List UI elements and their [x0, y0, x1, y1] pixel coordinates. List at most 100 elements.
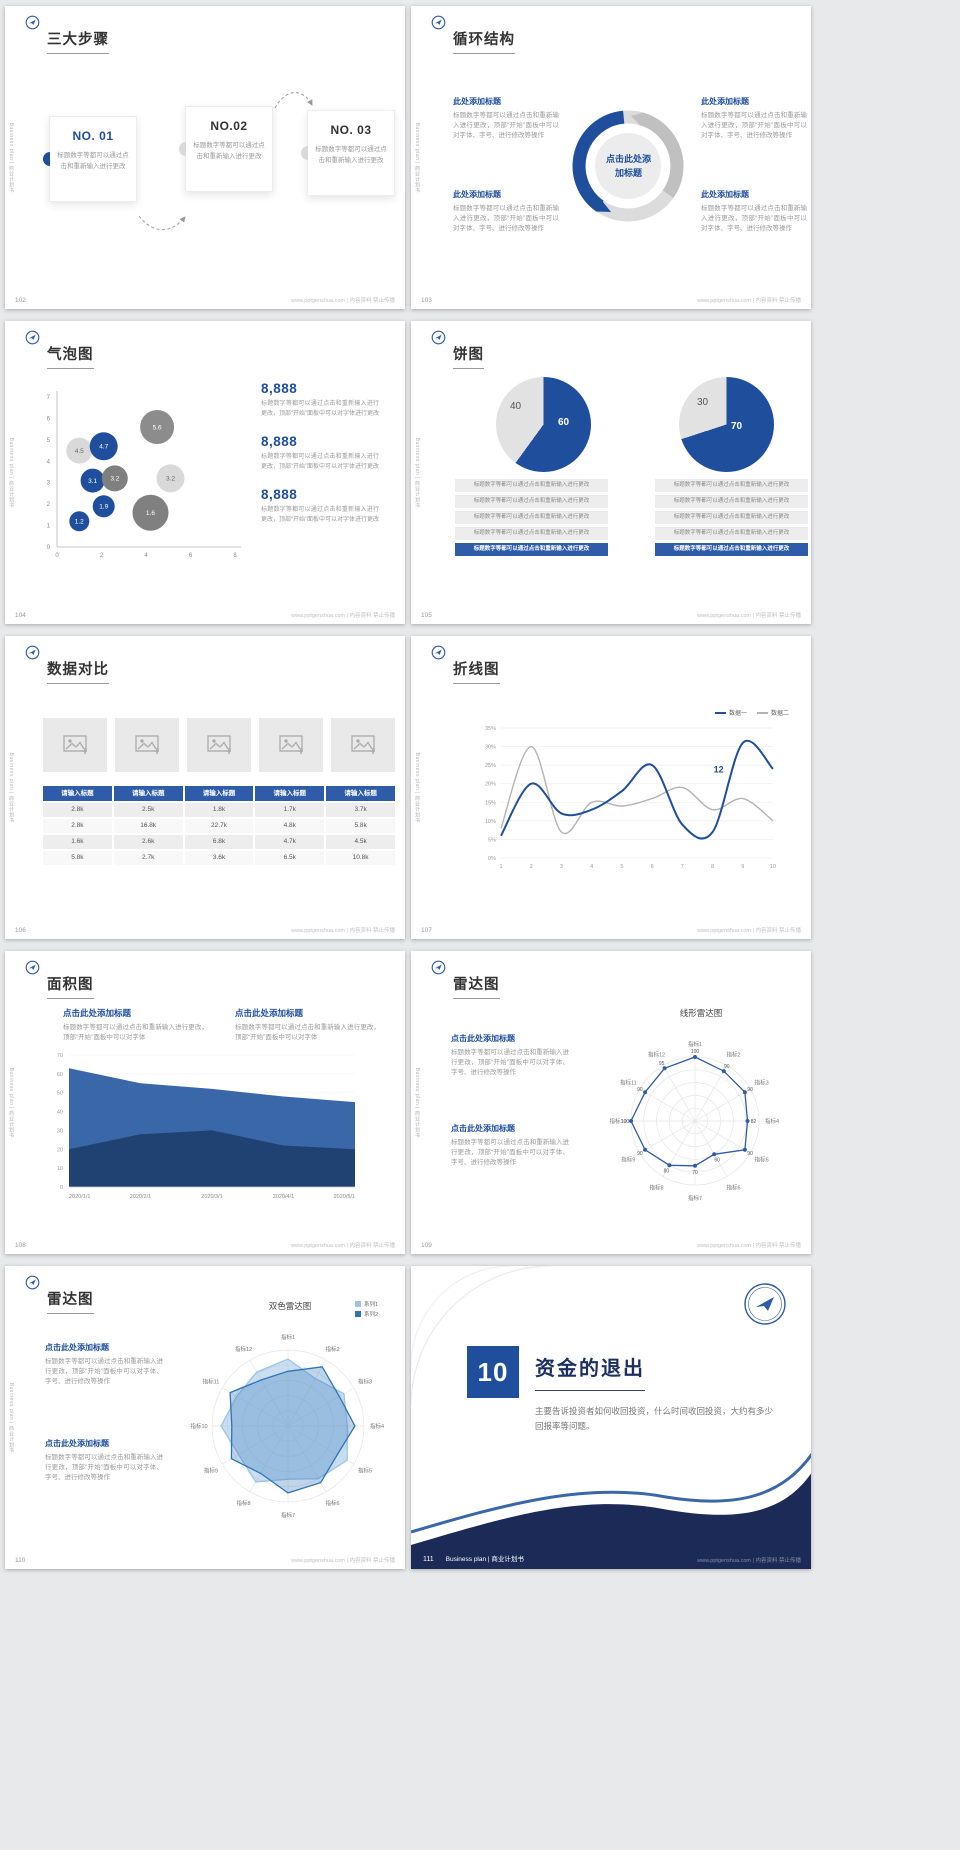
block-body: 标题数字等都可以通过点击和重新输入进行更改，顶部“开始”面板中可以对字体、字号、… [701, 205, 807, 233]
chart-text: 指标10 [190, 1422, 207, 1430]
slide-108-area-chart[interactable]: Business plan | 商业计划书 面积图 点击此处添加标题 标题数字等… [5, 951, 405, 1254]
bubble [89, 432, 118, 461]
chart-text: 90 [747, 1087, 753, 1093]
page-number: 103 [421, 297, 432, 304]
slide-title: 气泡图 [47, 343, 94, 369]
caption-row: 标题数字等都可以通过点击和重新输入进行更改 [455, 479, 608, 492]
chart-text: 9 [741, 864, 744, 870]
slide-102-three-steps[interactable]: Business plan | 商业计划书 三大步骤 NO. 01 标题数字等都… [5, 6, 405, 309]
block-heading: 点击此处添加标题 [451, 1124, 515, 1133]
chart-text: 5.6 [153, 424, 162, 431]
watermark-text: www.pptgenshua.com | 内容资料 禁止传播 [697, 928, 801, 934]
slide-103-cycle[interactable]: Business plan | 商业计划书 循环结构 此处添加标题 标题数字等都… [411, 6, 811, 309]
chart-text: 2020/3/1 [201, 1194, 222, 1200]
table-body: 2.8k 2.5k 1.8k 1.7k 3.7k 2.8k 16.8k 22.7k 4.8k 5.… [43, 803, 395, 865]
chart-text: 4.5 [75, 448, 84, 455]
table-cell: 2.7k [113, 851, 183, 865]
table-cell: 2.6k [113, 835, 183, 849]
chart-text: 25% [485, 763, 496, 769]
chart-text: 4 [47, 459, 51, 465]
radar-text-block: 点击此处添加标题 标题数字等都可以通过点击和重新输入进行更改，顶部“开始”面板中… [45, 1438, 163, 1483]
stat-value: 8,888 [261, 487, 298, 503]
table-row: 5.8k 2.7k 3.6k 6.5k 10.8k [43, 851, 395, 865]
chart-text: 4 [144, 553, 148, 559]
pie-chart-1: 60 40 [496, 377, 591, 472]
image-placeholder-icon [207, 735, 231, 754]
slide-107-line-chart[interactable]: Business plan | 商业计划书 折线图 数据一 数据二 0% 5% 10… [411, 636, 811, 939]
slide-105-pie-charts[interactable]: Business plan | 商业计划书 饼图 60 40 70 30 标题数字等… [411, 321, 811, 624]
watermark-text: www.pptgenshua.com | 内容资料 禁止传播 [291, 1558, 395, 1564]
legend-label: 系列1 [364, 1302, 379, 1308]
sidebar-vertical-text: Business plan | 商业计划书 [8, 1067, 14, 1138]
slide-110-radar-dual[interactable]: Business plan | 商业计划书 雷达图 点击此处添加标题 标题数字等… [5, 1266, 405, 1569]
chart-text: 2020/2/1 [130, 1194, 151, 1200]
slide-title: 雷达图 [453, 973, 500, 999]
block-heading: 点击此处添加标题 [45, 1343, 109, 1352]
pie-slice-label: 70 [731, 421, 743, 432]
chart-text: 0 [55, 553, 59, 559]
cycle-ring-diagram [572, 110, 684, 222]
brand-logo-icon [25, 1275, 40, 1290]
chart-text: 90 [637, 1151, 643, 1157]
block-body: 标题数字等都可以通过点击和重新输入进行更改，顶部“开始”面板中可以对字体 [63, 1024, 208, 1042]
chart-text: 3 [560, 864, 563, 870]
chart-text: 指标3 [358, 1378, 372, 1386]
brand-logo-icon [25, 645, 40, 660]
chart-text: 指标6 [726, 1184, 740, 1192]
pie-caption-list-2: 标题数字等都可以通过点击和重新输入进行更改 标题数字等都可以通过点击和重新输入进行… [655, 479, 808, 559]
chart-text: 40 [57, 1110, 63, 1116]
stat-value: 8,888 [261, 434, 298, 450]
chart-text: 5 [47, 438, 51, 444]
radar-chart-dual: 指标1 指标2 指标3 指标4 指标5 指标6 指标7 指标8 指标9 指标10 指标11 指标12 [190, 1333, 384, 1519]
chart-text: 指标3 [755, 1079, 769, 1087]
chart-text: 指标5 [755, 1156, 769, 1164]
cycle-center-label: 点击此处添加标题 [605, 154, 651, 178]
chart-text: 指标2 [726, 1050, 740, 1058]
slide-109-radar-line[interactable]: Business plan | 商业计划书 雷达图 点击此处添加标题 标题数字等… [411, 951, 811, 1254]
chart-text: 1.2 [75, 519, 84, 526]
slide-106-data-table[interactable]: Business plan | 商业计划书 数据对比 请输入标题 请输入标题 请输入… [5, 636, 405, 939]
stat-item: 8,888 标题数字等都可以通过点击和重新输入进行更改，顶部“开始”面板中可以对… [261, 381, 379, 419]
watermark-text: www.pptgenshua.com | 内容资料 禁止传播 [291, 1243, 395, 1249]
chart-text: 8 [233, 553, 237, 559]
page-number: 104 [15, 612, 26, 619]
legend-swatch [714, 712, 726, 715]
chart-text: 60 [714, 1157, 720, 1163]
chart-text: 指标9 [204, 1467, 218, 1475]
radar-text-block: 点击此处添加标题 标题数字等都可以通过点击和重新输入进行更改，顶部“开始”面板中… [45, 1342, 163, 1387]
pie-slice-label: 40 [510, 401, 522, 412]
legend-item: 数据一 [714, 708, 747, 717]
brand-logo-icon [431, 960, 446, 975]
page-number: 108 [15, 1242, 26, 1249]
page-number: 107 [421, 927, 432, 934]
chart-text: 10 [57, 1166, 63, 1172]
caption-row: 标题数字等都可以通过点击和重新输入进行更改 [455, 527, 608, 540]
caption-row: 标题数字等都可以通过点击和重新输入进行更改 [455, 543, 608, 556]
chart-text: 指标7 [281, 1511, 295, 1519]
caption-row: 标题数字等都可以通过点击和重新输入进行更改 [655, 543, 808, 556]
table-header-cell: 请输入标题 [43, 786, 112, 801]
chart-text: 指标1 [281, 1333, 295, 1341]
table-cell: 1.7k [255, 803, 325, 817]
chart-text: 20% [485, 782, 496, 788]
chart-legend: 系列1 系列2 [355, 1300, 378, 1320]
chart-text: 7 [681, 864, 684, 870]
image-placeholder [43, 718, 107, 772]
area-chart: 0 10 20 30 40 50 60 70 2020/1/1 2020/2/1 2020/3/1 2… [57, 1053, 355, 1200]
chart-text: 指标4 [370, 1422, 384, 1430]
slide-104-bubble-chart[interactable]: Business plan | 商业计划书 气泡图 0 1 2 3 4 5 6 7 0 2 4 6 8 4… [5, 321, 405, 624]
watermark-text: www.pptgenshua.com | 内容资料 禁止传播 [697, 613, 801, 619]
chart-text: 35% [485, 726, 496, 732]
cycle-text-block: 此处添加标题 标题数字等都可以通过点击和重新输入进行更改，顶部“开始”面板中可以… [701, 189, 807, 234]
bubble [132, 494, 169, 531]
page-number: 110 [15, 1557, 26, 1564]
chart-text: 指标11 [203, 1378, 220, 1386]
slide-111-section-divider[interactable]: 10 资金的退出 主要告诉投资者如何收回投资，什么时间收回投资，大约有多少回报率… [411, 1266, 811, 1569]
legend-label: 系列2 [364, 1312, 379, 1318]
image-placeholders [43, 718, 395, 772]
pie-chart-2: 70 30 [679, 377, 774, 472]
area-header-block: 点击此处添加标题 标题数字等都可以通过点击和重新输入进行更改，顶部“开始”面板中… [63, 1007, 208, 1043]
slide-title: 数据对比 [47, 658, 109, 684]
table-cell: 4.5k [326, 835, 395, 849]
